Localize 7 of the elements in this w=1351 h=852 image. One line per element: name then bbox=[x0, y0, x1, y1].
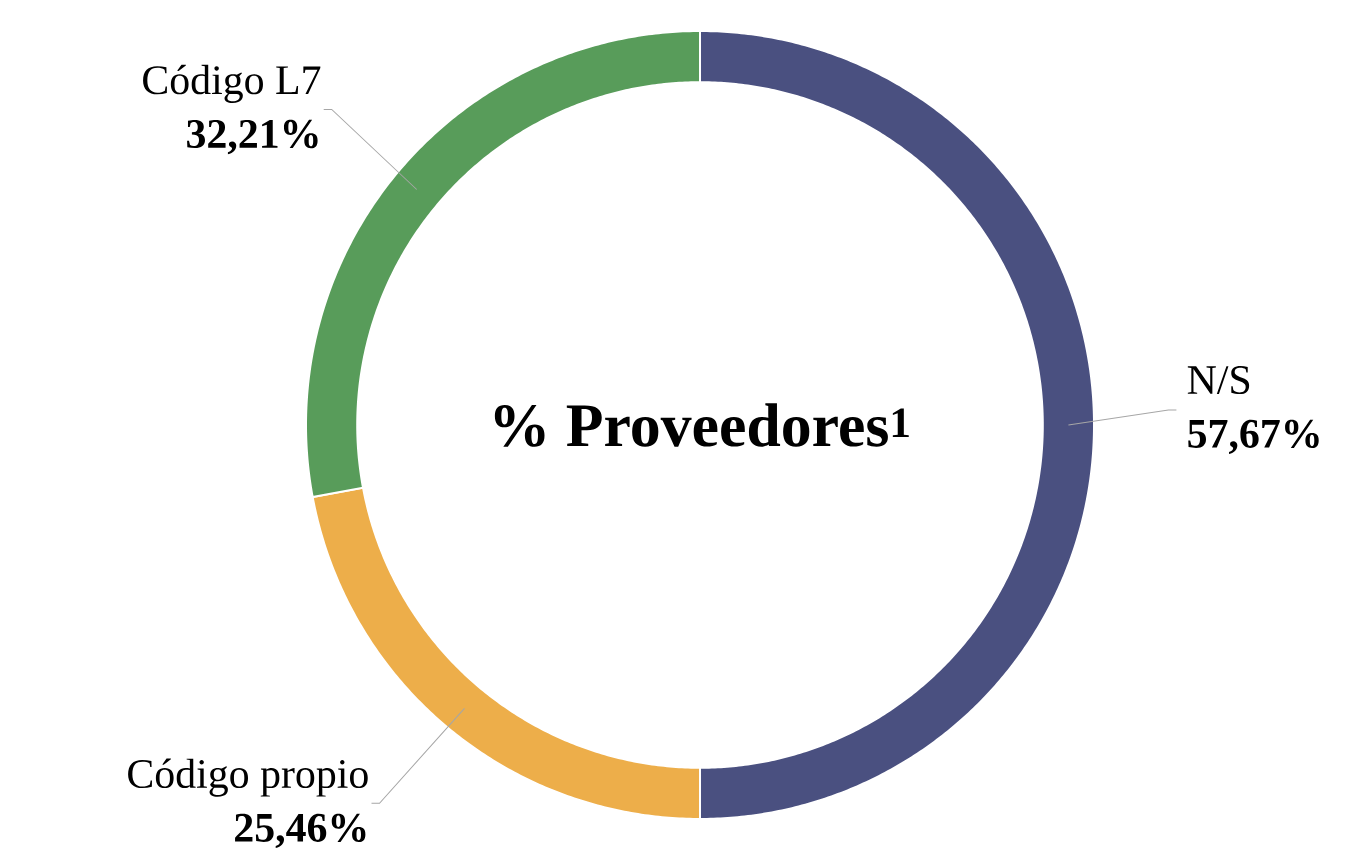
data-label: 25,46% bbox=[235, 813, 366, 848]
data-label: 32,21% bbox=[187, 119, 318, 155]
slice-label: Código L7 bbox=[143, 64, 321, 103]
slice-label: Código propio bbox=[128, 758, 368, 797]
slice-label: N/S bbox=[1187, 366, 1250, 395]
text: % Proveedores$^{1}$ bbox=[494, 403, 909, 447]
data-label: 57,67% bbox=[1188, 419, 1319, 454]
